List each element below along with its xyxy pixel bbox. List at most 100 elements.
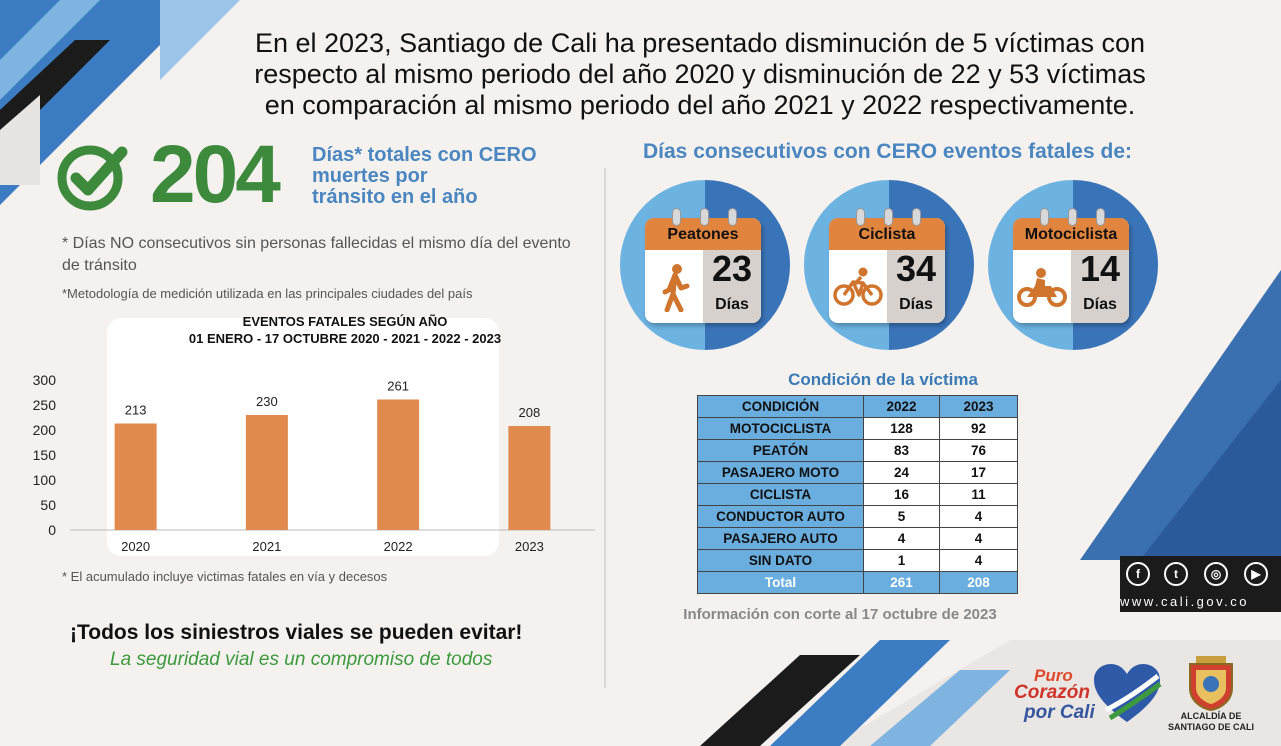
bar-2022 [377, 399, 420, 530]
peatones-badge: Peatones 23 Días [620, 180, 790, 350]
x-tick-label-2021: 2021 [252, 539, 281, 554]
motociclista-badge: Motociclista 14 Días [988, 180, 1158, 350]
cell-2023: 76 [939, 439, 1018, 462]
youtube-icon[interactable]: ▶ [1244, 562, 1268, 586]
cell-condition: PEATÓN [697, 439, 864, 462]
chart-title-block: EVENTOS FATALES SEGÚN AÑO 01 ENERO - 17 … [130, 313, 560, 347]
table-row: PEATÓN 83 76 [697, 439, 1018, 462]
total-days-label-line-3: tránsito en el año [312, 186, 478, 208]
calendar-days-number: 14 [1079, 248, 1121, 289]
cell-2022: 16 [863, 483, 940, 506]
por-cali-text: por Cali [1024, 702, 1095, 723]
cell-2023: 17 [939, 461, 1018, 484]
heart-icon [1094, 664, 1162, 722]
calendar-days-unit: Días [899, 296, 933, 313]
cell-condition: PASAJERO MOTO [697, 461, 864, 484]
chart-subtitle: 01 ENERO - 17 OCTUBRE 2020 - 2021 - 2022… [188, 331, 502, 346]
y-tick-label: 0 [48, 522, 56, 538]
header-condicion: CONDICIÓN [697, 395, 864, 418]
cell-condition: SIN DATO [697, 549, 864, 572]
data-label-2020: 213 [125, 403, 147, 418]
slogan-subtitle: La seguridad vial es un compromiso de to… [110, 649, 493, 670]
cell-2023: 4 [939, 549, 1018, 572]
y-tick-label: 50 [40, 497, 56, 513]
fatal-events-bar-chart: 0 50 100 150 200 250 300 213 2020 230 2021 261 2022 2… [33, 372, 595, 554]
cell-condition: CONDUCTOR AUTO [697, 505, 864, 528]
victims-table-title: Condición de la víctima [788, 370, 978, 389]
pedestrian-icon [662, 264, 690, 312]
chart-title: EVENTOS FATALES SEGÚN AÑO [242, 314, 448, 329]
calendar-days-unit: Días [1083, 296, 1117, 313]
total-label: Total [697, 571, 864, 594]
calendar-label: Ciclista [829, 218, 945, 250]
chart-card [107, 318, 499, 556]
y-tick-label: 200 [33, 422, 57, 438]
y-tick-label: 250 [33, 397, 57, 413]
cell-2023: 4 [939, 527, 1018, 550]
corazon-text: Corazón [1014, 682, 1090, 703]
headline: En el 2023, Santiago de Cali ha presenta… [190, 28, 1210, 121]
calendar-days-unit: Días [715, 296, 749, 313]
data-label-2023: 208 [519, 405, 541, 420]
calendar-card: Peatones 23 Días [645, 218, 761, 323]
data-label-2021: 230 [256, 394, 278, 409]
cell-2023: 4 [939, 505, 1018, 528]
headline-line-1: En el 2023, Santiago de Cali ha presenta… [254, 28, 1146, 58]
header-2023: 2023 [939, 395, 1018, 418]
cutoff-note: Información con corte al 17 octubre de 2… [683, 606, 997, 623]
cell-2022: 83 [863, 439, 940, 462]
headline-line-3: en comparación al mismo periodo del año … [264, 90, 1136, 120]
table-total-row: Total 261 208 [697, 571, 1018, 594]
calendar-card: Ciclista 34 Días [829, 218, 945, 323]
table-row: CICLISTA 16 11 [697, 483, 1018, 506]
alcaldia-line-2: SANTIAGO DE CALI [1167, 722, 1254, 732]
cell-2023: 11 [939, 483, 1018, 506]
alcaldia-line-1: ALCALDÍA DE [1180, 711, 1242, 721]
bar-2021 [245, 415, 288, 530]
total-days-label-line-1: Días* totales con CERO [312, 144, 537, 166]
victims-table: CONDICIÓN 2022 2023 MOTOCICLISTA 128 92 … [697, 395, 1018, 594]
coat-of-arms-icon [1189, 656, 1233, 712]
x-tick-label-2023: 2023 [515, 539, 544, 554]
table-row: PASAJERO MOTO 24 17 [697, 461, 1018, 484]
total-days-label: Días* totales con CERO muertes por tráns… [312, 145, 582, 208]
cell-condition: PASAJERO AUTO [697, 527, 864, 550]
consecutive-days-title: Días consecutivos con CERO eventos fatal… [643, 140, 1132, 163]
table-row: SIN DATO 1 4 [697, 549, 1018, 572]
bar-2020 [114, 423, 157, 530]
total-2023: 208 [939, 571, 1018, 594]
table-row: MOTOCICLISTA 128 92 [697, 417, 1018, 440]
cell-2022: 1 [863, 549, 940, 572]
bicycle-icon [833, 267, 883, 306]
motorcycle-icon [1017, 268, 1067, 307]
header-2022: 2022 [863, 395, 940, 418]
table-row: PASAJERO AUTO 4 4 [697, 527, 1018, 550]
website-link[interactable]: www.cali.gov.co [1120, 594, 1250, 609]
total-2022: 261 [863, 571, 940, 594]
total-days-number: 204 [150, 129, 281, 220]
table-header-row: CONDICIÓN 2022 2023 [697, 395, 1018, 418]
check-circle-icon [57, 145, 128, 211]
cell-2022: 5 [863, 505, 940, 528]
cell-2022: 128 [863, 417, 940, 440]
methodology-note: *Metodología de medición utilizada en la… [62, 286, 473, 301]
headline-line-2: respecto al mismo periodo del año 2020 y… [254, 59, 1146, 89]
twitter-icon[interactable]: t [1164, 562, 1188, 586]
cell-2023: 92 [939, 417, 1018, 440]
slogan: ¡Todos los siniestros viales se pueden e… [70, 621, 523, 644]
nonconsecutive-note: * Días NO consecutivos sin personas fall… [62, 235, 571, 274]
ciclista-badge: Ciclista 34 Días [804, 180, 974, 350]
calendar-days-number: 34 [895, 248, 937, 289]
chart-footnote: * El acumulado incluye victimas fatales … [62, 569, 388, 584]
instagram-icon[interactable]: ◎ [1204, 562, 1228, 586]
calendar-days-number: 23 [711, 248, 753, 289]
puro-text: Puro [1034, 666, 1073, 685]
alcaldia-text: ALCALDÍA DE SANTIAGO DE CALI [1148, 711, 1274, 733]
facebook-icon[interactable]: f [1126, 562, 1150, 586]
bar-2023 [508, 426, 551, 530]
y-tick-label: 300 [33, 372, 57, 388]
total-days-label-line-2: muertes por [312, 165, 428, 187]
x-tick-label-2020: 2020 [121, 539, 150, 554]
calendar-card: Motociclista 14 Días [1013, 218, 1129, 323]
